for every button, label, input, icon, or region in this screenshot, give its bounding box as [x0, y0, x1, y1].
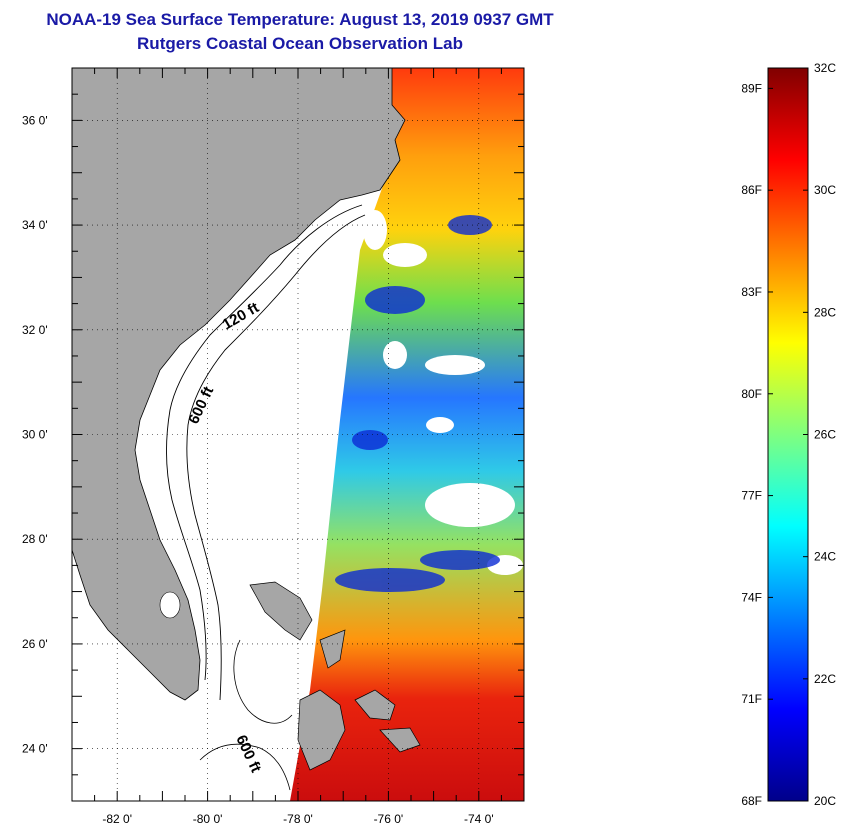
- cloud-mask: [363, 210, 523, 575]
- lat-tick-label: 36 0': [22, 113, 48, 127]
- lon-tick-label: -82 0': [102, 812, 132, 826]
- celsius-label: 20C: [814, 794, 836, 808]
- celsius-label: 22C: [814, 672, 836, 686]
- fahrenheit-label: 74F: [741, 590, 762, 604]
- lat-tick-label: 24 0': [22, 742, 48, 756]
- celsius-label: 26C: [814, 428, 836, 442]
- lon-tick-label: -74 0': [464, 812, 494, 826]
- lat-tick-label: 30 0': [22, 428, 48, 442]
- celsius-label: 24C: [814, 550, 836, 564]
- fahrenheit-label: 71F: [741, 692, 762, 706]
- lon-tick-label: -76 0': [374, 812, 404, 826]
- fahrenheit-label: 83F: [741, 285, 762, 299]
- lat-tick-label: 26 0': [22, 637, 48, 651]
- fahrenheit-label: 68F: [741, 794, 762, 808]
- contour-120ft: [166, 204, 363, 681]
- map-title: NOAA-19 Sea Surface Temperature: August …: [46, 10, 554, 29]
- fahrenheit-label: 80F: [741, 387, 762, 401]
- celsius-label: 32C: [814, 61, 836, 75]
- celsius-label: 30C: [814, 183, 836, 197]
- fahrenheit-label: 86F: [741, 183, 762, 197]
- lat-tick-label: 32 0': [22, 323, 48, 337]
- land-us: [72, 68, 406, 701]
- lon-tick-label: -80 0': [193, 812, 223, 826]
- colorbar-gradient: [767, 67, 809, 802]
- fahrenheit-label: 77F: [741, 489, 762, 503]
- land-islands: [249, 581, 421, 771]
- map-subtitle: Rutgers Coastal Ocean Observation Lab: [137, 34, 463, 53]
- fahrenheit-label: 89F: [741, 81, 762, 95]
- celsius-label: 28C: [814, 305, 836, 319]
- lon-tick-label: -78 0': [283, 812, 313, 826]
- lat-tick-label: 28 0': [22, 532, 48, 546]
- lat-tick-label: 34 0': [22, 218, 48, 232]
- contour-600ft: [186, 214, 366, 701]
